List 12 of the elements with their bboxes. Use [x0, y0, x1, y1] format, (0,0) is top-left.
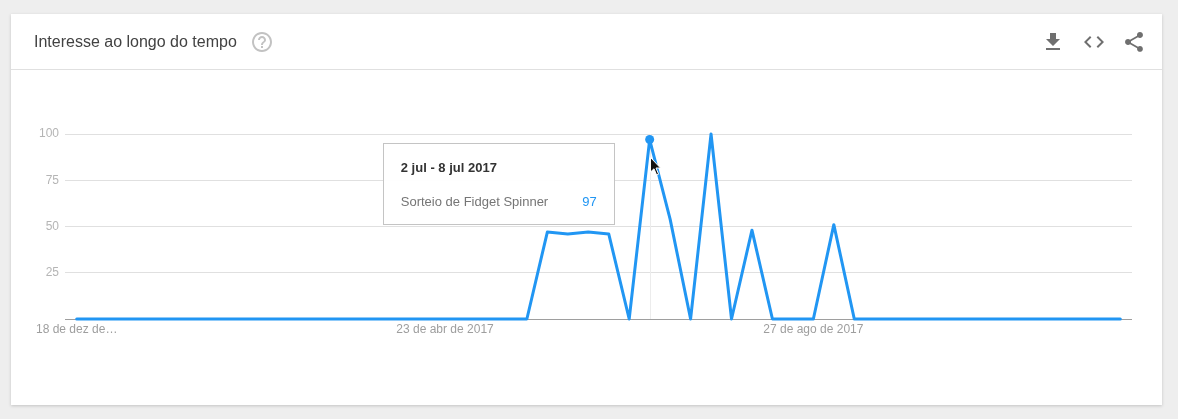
- annotation: 97: [582, 192, 597, 211]
- y-tick-label: 75: [45, 172, 60, 187]
- tooltip: 2 jul - 8 jul 2017 Sorteio de Fidget Spinner 97: [382, 142, 615, 225]
- x-tick-label: 23 de abr de 2017: [396, 321, 495, 336]
- y-tick-label: 100: [38, 126, 60, 141]
- y-tick-label: 25: [45, 265, 60, 280]
- annotation: 2 jul - 8 jul 2017: [400, 158, 498, 177]
- x-tick-label: 27 de ago de 2017: [763, 321, 864, 336]
- chart-title: Interesse ao longo do tempo: [34, 32, 237, 52]
- y-tick-label: 50: [45, 218, 60, 233]
- x-tick-label: 18 de dez de…: [35, 321, 118, 336]
- series-label: Sorteio de Fidget Spinner: [400, 192, 549, 211]
